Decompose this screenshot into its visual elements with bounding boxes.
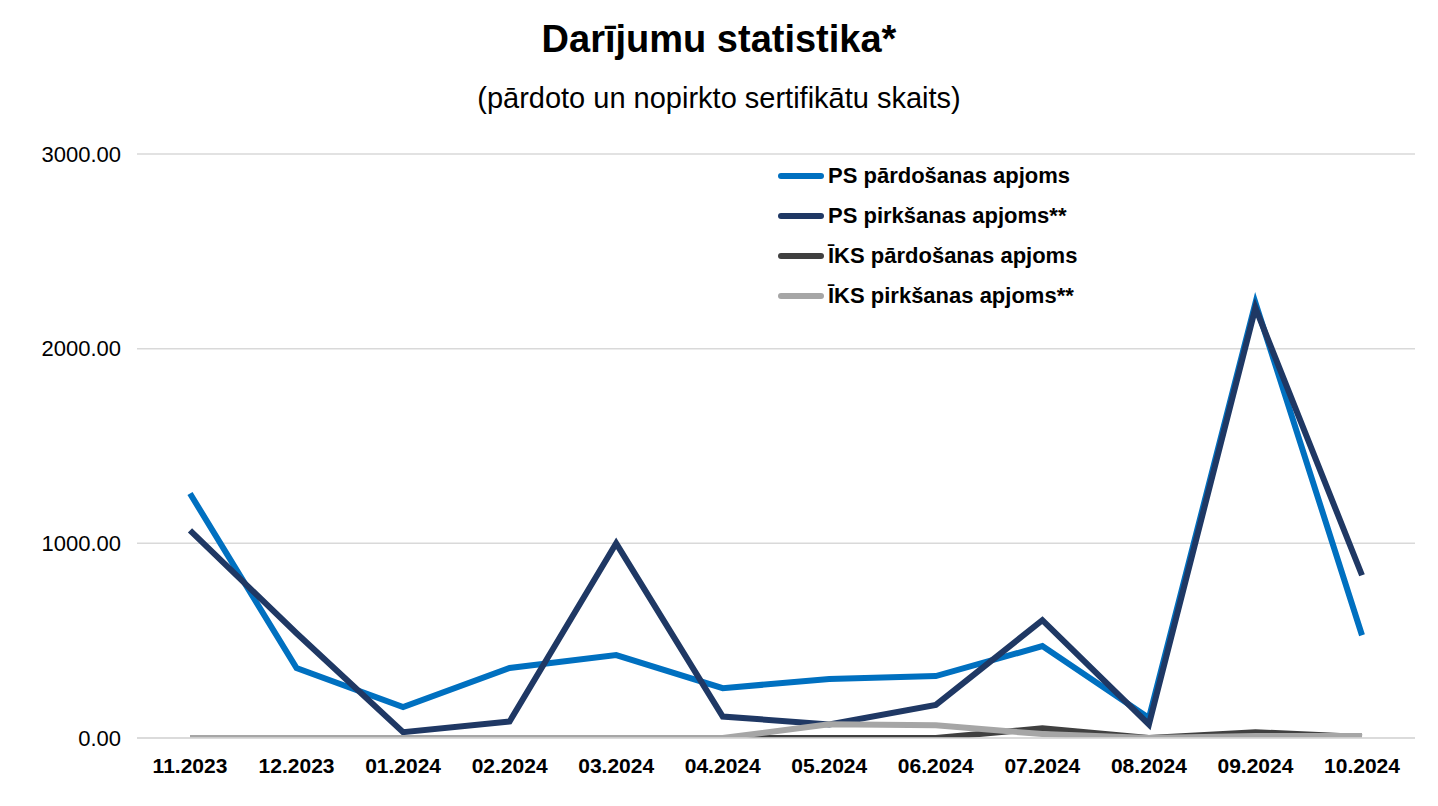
- html-text:ĪKS pirkšanas apjoms**: ĪKS pirkšanas apjoms**: [828, 283, 1074, 308]
- svg-text:11.2023: 11.2023: [153, 754, 228, 777]
- html-text:Darījumu statistika*: Darījumu statistika*: [541, 18, 897, 60]
- svg-text:08.2024: 08.2024: [1111, 754, 1187, 777]
- svg-text:06.2024: 06.2024: [898, 754, 974, 777]
- svg-text:1000.00: 1000.00: [41, 531, 121, 556]
- svg-text:02.2024: 02.2024: [472, 754, 548, 777]
- svg-text:04.2024: 04.2024: [685, 754, 761, 777]
- svg-text:3000.00: 3000.00: [41, 142, 121, 167]
- svg-text:05.2024: 05.2024: [791, 754, 867, 777]
- html-text:ĪKS pārdošanas apjoms: ĪKS pārdošanas apjoms: [828, 243, 1078, 268]
- svg-text:10.2024: 10.2024: [1324, 754, 1400, 777]
- svg-text:03.2024: 03.2024: [578, 754, 654, 777]
- svg-text:0.00: 0.00: [78, 726, 121, 751]
- svg-text:12.2023: 12.2023: [259, 754, 335, 777]
- svg-text:07.2024: 07.2024: [1004, 754, 1080, 777]
- html-text:(pārdoto un nopirkto sertifikā: (pārdoto un nopirkto sertifikātu skaits): [477, 82, 961, 114]
- html-text:PS pirkšanas apjoms**: PS pirkšanas apjoms**: [828, 203, 1067, 228]
- html-text:PS pārdošanas apjoms: PS pārdošanas apjoms: [828, 163, 1071, 188]
- svg-text:09.2024: 09.2024: [1217, 754, 1293, 777]
- svg-text:2000.00: 2000.00: [41, 336, 121, 361]
- svg-text:01.2024: 01.2024: [365, 754, 441, 777]
